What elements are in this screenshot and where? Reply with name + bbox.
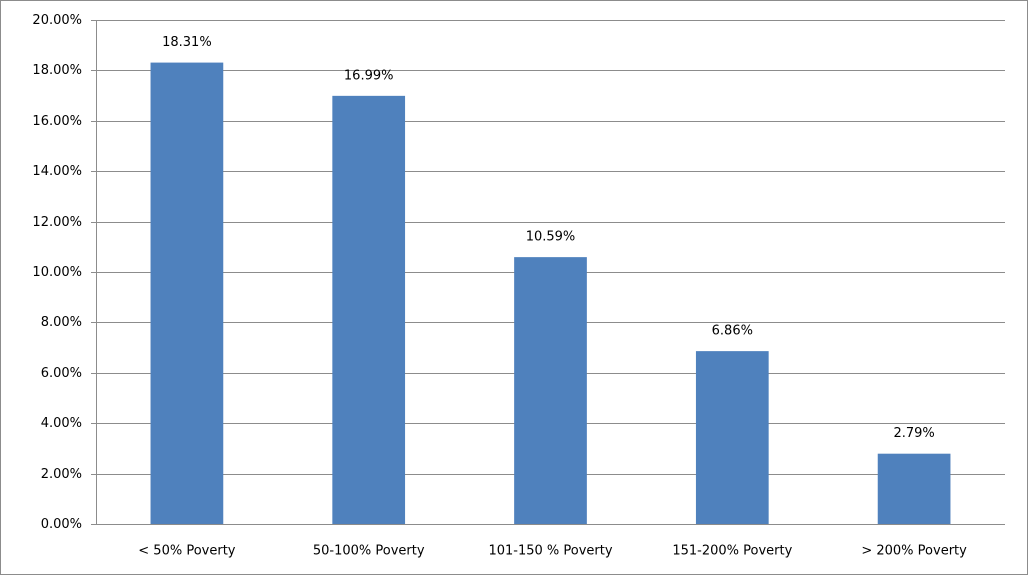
data-label: 2.79% (893, 426, 934, 441)
data-label: 16.99% (344, 68, 394, 83)
data-label: 6.86% (712, 324, 753, 339)
x-tick-label: > 200% Poverty (861, 544, 967, 559)
y-tick-label: 2.00% (41, 467, 82, 482)
bar (695, 351, 769, 524)
y-tick-label: 12.00% (32, 215, 82, 230)
y-tick-label: 6.00% (41, 366, 82, 381)
y-tick-label: 20.00% (32, 13, 82, 28)
y-tick-label: 18.00% (32, 63, 82, 78)
x-tick-label: 101-150 % Poverty (488, 544, 612, 559)
x-tick-label: 151-200% Poverty (672, 544, 792, 559)
y-tick-label: 16.00% (32, 114, 82, 129)
y-tick-label: 10.00% (32, 265, 82, 280)
bar (150, 62, 224, 524)
x-tick-label: < 50% Poverty (138, 544, 236, 559)
y-tick-label: 0.00% (41, 517, 82, 532)
bar (332, 95, 406, 525)
x-tick-label: 50-100% Poverty (313, 544, 425, 559)
data-label: 10.59% (526, 230, 576, 245)
bar (514, 257, 587, 524)
y-tick-label: 4.00% (41, 416, 82, 431)
y-tick-label: 8.00% (41, 315, 82, 330)
bar (877, 453, 951, 524)
y-tick-label: 14.00% (32, 164, 82, 179)
data-label: 18.31% (162, 35, 212, 50)
